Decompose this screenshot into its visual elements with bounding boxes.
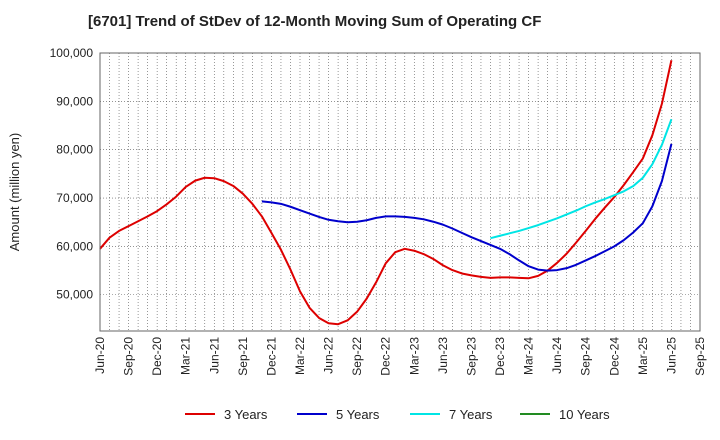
x-tick-label: Jun-21 (207, 337, 221, 374)
series-line-5-years (261, 143, 673, 272)
legend-label: 7 Years (449, 407, 493, 422)
x-tick-label: Dec-23 (493, 337, 507, 376)
plot-frame (99, 52, 701, 332)
legend-label: 3 Years (224, 407, 268, 422)
y-axis-tick-labels: 50,000 60,000 70,000 80,000 90,000 100,000 (50, 46, 94, 302)
x-tick-label: Dec-21 (264, 337, 278, 376)
series-line-3-years (99, 60, 673, 326)
y-tick-label: 60,000 (56, 239, 93, 253)
y-axis-title: Amount (million yen) (7, 133, 22, 252)
x-tick-label: Mar-23 (407, 337, 421, 375)
x-tick-label: Sep-21 (236, 337, 250, 376)
x-tick-label: Mar-24 (522, 337, 536, 375)
x-axis-tick-labels: Jun-20 Sep-20 Dec-20 Mar-21 Jun-21 Sep-21 Dec-… (93, 337, 707, 376)
series-line-7-years (490, 118, 673, 240)
x-tick-label: Jun-24 (550, 337, 564, 374)
x-tick-label: Sep-22 (350, 337, 364, 376)
y-tick-label: 70,000 (56, 191, 93, 205)
legend-label: 5 Years (336, 407, 380, 422)
y-tick-label: 90,000 (56, 94, 93, 108)
x-tick-label: Mar-25 (636, 337, 650, 375)
x-tick-label: Sep-20 (122, 337, 136, 376)
y-tick-label: 100,000 (50, 46, 94, 60)
legend: 3 Years 5 Years 7 Years 10 Years (185, 407, 610, 422)
series-layer (99, 60, 673, 326)
x-tick-label: Dec-22 (379, 337, 393, 376)
x-tick-label: Sep-23 (464, 337, 478, 376)
x-tick-label: Jun-23 (436, 337, 450, 374)
chart-title: [6701] Trend of StDev of 12-Month Moving… (88, 13, 542, 30)
grid (99, 52, 701, 331)
x-tick-label: Sep-25 (693, 337, 707, 376)
y-tick-label: 80,000 (56, 143, 93, 157)
x-tick-label: Mar-21 (179, 337, 193, 375)
x-tick-label: Jun-25 (664, 337, 678, 374)
y-tick-label: 50,000 (56, 288, 93, 302)
x-tick-label: Dec-20 (150, 337, 164, 376)
x-tick-label: Sep-24 (579, 337, 593, 376)
legend-label: 10 Years (559, 407, 610, 422)
x-tick-label: Jun-22 (322, 337, 336, 374)
x-tick-label: Jun-20 (93, 337, 107, 374)
x-tick-label: Dec-24 (607, 337, 621, 376)
x-tick-label: Mar-22 (293, 337, 307, 375)
